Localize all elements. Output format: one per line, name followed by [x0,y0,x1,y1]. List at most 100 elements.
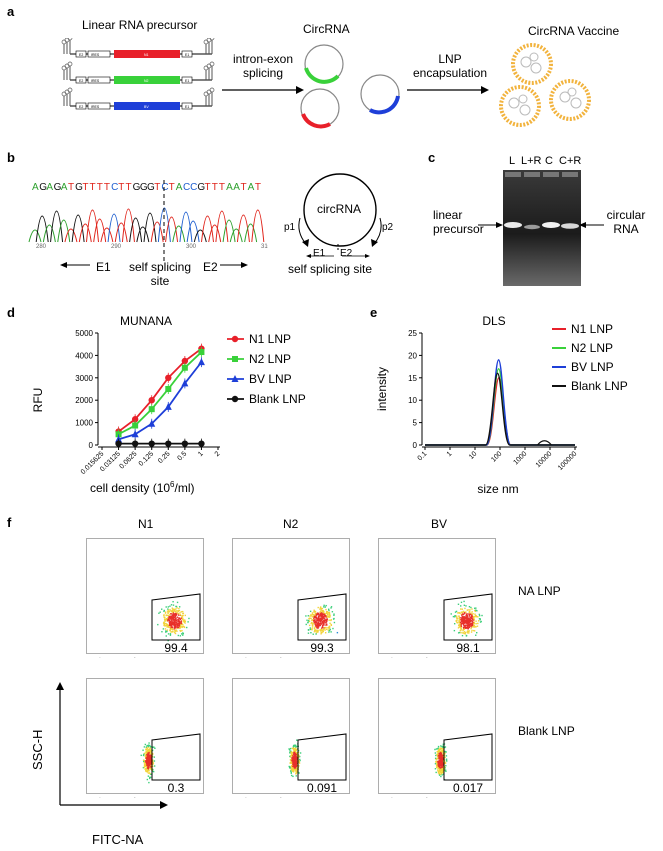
dls-chart: DLS intensity size nm 0 5 10 15 20 25 0.1 1 10 100 10… [375,314,628,496]
facs-event [296,739,298,741]
facs-event [292,761,294,764]
facs-event [168,624,171,626]
facs-event [321,607,324,610]
facs-event [436,753,438,756]
facs-event [294,759,297,761]
facs-event [182,620,184,622]
facs-event [299,755,301,758]
facs-event [326,613,329,616]
facs-event [468,611,470,613]
facs-event [465,627,467,629]
facs-event [184,620,187,623]
facs-event [442,754,444,757]
facs-event [325,608,327,611]
facs-event [173,630,176,632]
facs-event [293,761,295,764]
facs-event [445,755,448,757]
facs-event [321,629,323,632]
panel-letter-d: d [7,305,15,320]
facs-event [151,753,154,756]
dls-title: DLS [482,314,505,328]
circ-self-splicing-label: self splicing site [288,262,373,276]
facs-event [173,619,176,621]
facs-event [313,609,315,611]
facs-event [310,617,312,620]
facs-event [434,757,437,760]
facs-event [463,628,466,630]
facs-event [462,629,464,631]
facs-gate-percentage: 0.3 [167,781,185,795]
facs-event [292,748,295,750]
facs-event [289,752,291,754]
facs-event [167,612,169,615]
facs-event [456,616,458,619]
facs-event [477,622,479,625]
facs-event [149,757,152,760]
facs-event [465,614,467,617]
facs-event [165,631,167,633]
facs-event [325,616,327,618]
facs-event [295,764,297,766]
sequence-base: G [75,182,83,193]
sequence-base: A [233,182,240,193]
facs-event [459,623,461,625]
facs-event [312,619,314,621]
facs-event [314,629,316,632]
facs-event [471,611,473,613]
facs-event [474,614,477,617]
facs-event [307,615,310,617]
facs-event [324,627,326,629]
facs-event [147,768,149,771]
facs-event [325,604,327,607]
facs-event [313,621,315,623]
facs-event [143,746,146,748]
facs-event [479,618,481,621]
facs-event [297,765,300,767]
facs-event [296,745,298,748]
facs-event [166,614,168,617]
facs-event [145,767,147,770]
facs-event [175,610,178,612]
facs-column-label: N1 [138,517,154,531]
panel-letter-b: b [7,150,15,165]
facs-event [315,629,317,631]
facs-event [171,613,173,615]
trace-peak [28,229,42,243]
facs-event [459,617,461,619]
facs-event [293,750,295,752]
facs-event [440,748,442,751]
facs-event [320,607,323,610]
facs-event [472,616,475,618]
facs-event [150,756,152,758]
facs-event [319,629,322,631]
facs-event [152,765,154,768]
facs-event [166,610,169,612]
facs-event [317,631,319,633]
facs-event [444,761,447,763]
facs-event [320,619,322,621]
panel-letter-f: f [7,515,12,530]
facs-event [320,623,322,625]
primer-p1-label: p1 [284,222,296,233]
facs-event [466,621,468,623]
facs-event [171,614,174,617]
facs-event [474,616,476,618]
facs-event [153,760,156,762]
facs-event [436,748,439,750]
facs-event [311,629,313,631]
facs-event [467,632,469,634]
facs-event [148,749,150,751]
facs-event [467,623,470,626]
sequence-base: G [147,182,155,193]
facs-event [445,770,447,773]
facs-event [471,617,473,619]
facs-event [168,619,171,621]
facs-event [462,621,464,624]
facs-event [295,749,297,752]
munana-ylabel: RFU [31,388,45,413]
facs-event [442,769,444,772]
facs-event [144,752,146,754]
facs-event [321,614,324,616]
facs-event [475,634,477,636]
facs-event [294,762,297,764]
